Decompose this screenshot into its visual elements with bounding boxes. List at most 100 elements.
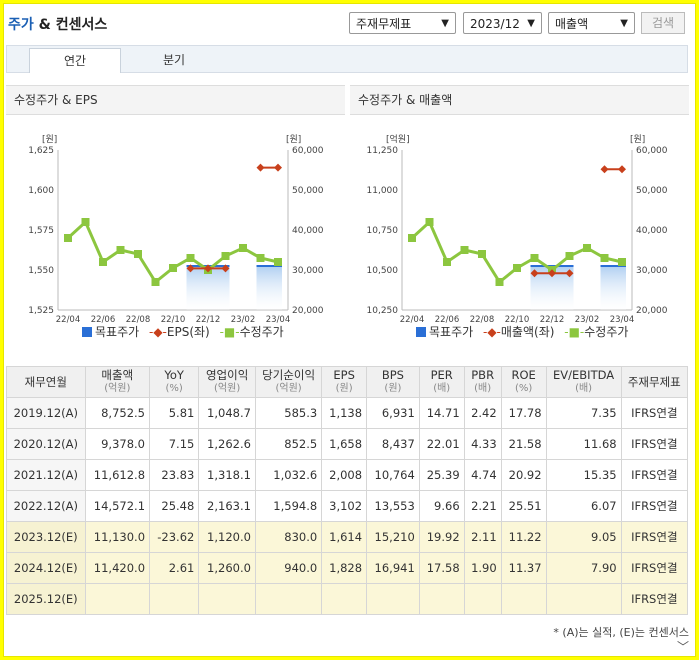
column-header: PBR (배) <box>463 366 502 398</box>
column-header-unit: (%) <box>165 383 183 394</box>
table-cell: 1,032.6 <box>254 459 323 491</box>
column-header-unit: (배) <box>433 383 451 394</box>
x-tick-label: 23/02 <box>231 315 256 325</box>
legend-target-price: 목표주가 <box>429 325 474 339</box>
column-header-label: EPS <box>333 368 355 382</box>
statement-select[interactable]: 주재무제표 ▼ <box>349 12 456 34</box>
x-tick-label: 22/06 <box>435 315 460 325</box>
search-button[interactable]: 검색 <box>641 12 685 34</box>
table-row: 2025.12(E) IFRS연결 <box>6 583 689 615</box>
column-header-unit: (원) <box>384 383 402 394</box>
row-period: 2020.12(A) <box>6 428 86 460</box>
table-cell: 9.66 <box>418 490 465 522</box>
table-cell: 11.68 <box>545 428 622 460</box>
column-header: 재무연월 <box>6 366 86 398</box>
x-tick-label: 22/10 <box>161 315 186 325</box>
row-period: 2024.12(E) <box>6 552 86 584</box>
chart-sales-svg: [억원] [원] 11,250 60,000 11,000 50,000 10,750 40,… <box>367 133 668 325</box>
right-tick-label: 30,000 <box>292 266 324 276</box>
title-accent: 주가 <box>8 17 34 33</box>
column-header: EPS (원) <box>321 366 368 398</box>
table-cell: 15.35 <box>545 459 622 491</box>
left-tick-label: 11,000 <box>367 186 399 196</box>
table-cell: IFRS연결 <box>620 583 689 615</box>
x-tick-label: 22/12 <box>196 315 221 325</box>
x-tick-label: 22/04 <box>400 315 425 325</box>
table-row: 2023.12(E) 11,130.0 -23.62 1,120.0 830.0 1,61… <box>6 521 689 553</box>
table-cell: 23.83 <box>149 459 200 491</box>
table-cell: IFRS연결 <box>620 428 689 460</box>
legend-eps: EPS(좌) <box>166 325 210 339</box>
adjusted-price-point <box>239 244 247 252</box>
chart-title: 수정주가 & 매출액 <box>350 85 689 115</box>
table-cell: 1,828 <box>321 552 368 584</box>
left-tick-label: 1,550 <box>28 266 54 276</box>
column-header-label: EV/EBITDA <box>553 368 615 382</box>
column-header-unit: (억원) <box>104 383 131 394</box>
adjusted-price-point <box>443 258 451 266</box>
left-series-point <box>600 165 609 174</box>
left-tick-label: 1,575 <box>28 226 54 236</box>
left-series-point <box>204 264 212 273</box>
adjusted-price-point <box>116 246 125 254</box>
tab-annual[interactable]: 연간 <box>29 48 121 73</box>
target-price-legend-icon <box>416 327 426 337</box>
period-tabs: 연간 분기 <box>6 45 688 73</box>
chart-legend: 목표주가 -◆-EPS(좌) -■-수정주가 <box>82 323 290 340</box>
table-cell: 1,048.7 <box>198 397 256 429</box>
table-cell: 6,931 <box>366 397 420 429</box>
x-tick-label: 23/04 <box>266 315 291 325</box>
table-cell: 25.39 <box>418 459 465 491</box>
table-cell: 852.5 <box>254 428 323 460</box>
right-tick-label: 20,000 <box>292 306 324 316</box>
table-cell: 830.0 <box>254 521 323 553</box>
column-header: 영업이익 (억원) <box>198 366 256 398</box>
x-tick-label: 22/04 <box>56 315 81 325</box>
column-header-label: YoY <box>164 368 184 382</box>
x-tick-label: 23/04 <box>610 315 635 325</box>
table-cell: IFRS연결 <box>620 552 689 584</box>
period-select[interactable]: 2023/12 ▼ <box>463 12 542 34</box>
adjusted-price-point <box>134 250 142 258</box>
diamond-legend-icon: -◆- <box>149 325 167 339</box>
table-cell: 20.92 <box>500 459 547 491</box>
column-header-label: BPS <box>381 368 404 382</box>
table-cell: 11,612.8 <box>84 459 151 491</box>
metric-select[interactable]: 매출액 ▼ <box>548 12 635 34</box>
column-header-label: 주재무제표 <box>627 374 681 389</box>
table-cell: 9.05 <box>545 521 622 553</box>
right-axis-unit: [원] <box>630 134 645 145</box>
table-cell: 7.35 <box>545 397 622 429</box>
section-title: 주가 & 컨센서스 <box>8 14 107 34</box>
chevron-down-icon[interactable]: ﹀ <box>676 640 689 654</box>
right-tick-label: 50,000 <box>636 186 668 196</box>
table-cell: 14.71 <box>418 397 465 429</box>
column-header-label: 영업이익 <box>205 368 249 382</box>
table-row: 2022.12(A) 14,572.1 25.48 2,163.1 1,594.8 3,1… <box>6 490 689 522</box>
table-cell: 7.15 <box>149 428 200 460</box>
table-cell: 940.0 <box>254 552 323 584</box>
tab-quarterly[interactable]: 분기 <box>162 53 186 67</box>
chart-panel-eps: 수정주가 & EPS [원] [원] 1,625 60,000 1,600 50,000 1… <box>6 85 345 359</box>
table-cell <box>545 583 622 615</box>
adjusted-price-point <box>460 246 469 254</box>
adjusted-price-point <box>169 264 177 272</box>
left-tick-label: 10,250 <box>367 306 399 316</box>
table-row: 2021.12(A) 11,612.8 23.83 1,318.1 1,032.6 2,0… <box>6 459 689 491</box>
column-header-label: 당기순이익 <box>262 368 316 382</box>
chevron-down-icon: ▼ <box>527 18 535 29</box>
right-tick-label: 60,000 <box>292 146 324 156</box>
legend-sales: 매출액(좌) <box>500 325 555 339</box>
left-axis-unit: [억원] <box>386 133 410 145</box>
column-header-label: PER <box>430 368 453 382</box>
adjusted-price-point <box>256 254 265 262</box>
table-cell: 21.58 <box>500 428 547 460</box>
column-header-label: PBR <box>471 368 495 382</box>
column-header-unit: (배) <box>575 383 593 394</box>
table-cell: 25.48 <box>149 490 200 522</box>
row-period: 2023.12(E) <box>6 521 86 553</box>
table-cell: 2.42 <box>463 397 502 429</box>
table-cell: 3,102 <box>321 490 368 522</box>
x-tick-label: 23/02 <box>575 315 600 325</box>
table-cell: IFRS연결 <box>620 521 689 553</box>
